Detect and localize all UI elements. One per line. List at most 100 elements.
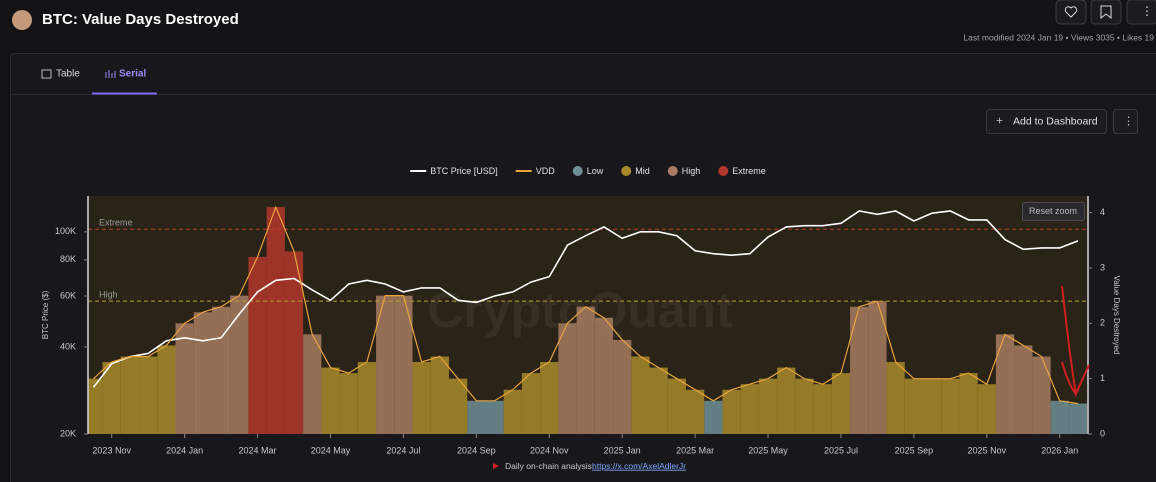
add-dashboard-label: Add to Dashboard: [1013, 115, 1098, 127]
options-icon: ⋮: [1123, 115, 1134, 127]
like-button[interactable]: [1055, 0, 1087, 25]
threshold-label: Extreme: [99, 218, 133, 228]
zone-area: [102, 362, 121, 434]
zone-area: [157, 345, 176, 434]
serial-icon: [105, 70, 116, 78]
x-tick-label: 2024 Mar: [239, 445, 277, 455]
bookmark-button[interactable]: [1090, 0, 1122, 25]
zone-area: [685, 389, 705, 434]
y2-tick-label: 2: [1100, 318, 1105, 328]
zone-area: [959, 373, 978, 434]
table-icon: [41, 69, 52, 79]
legend-label: VDD: [536, 166, 556, 176]
zone-area: [448, 378, 468, 434]
footer-text: Daily on-chain analysis:: [505, 461, 594, 471]
zone-area: [266, 207, 285, 434]
zone-area: [503, 389, 522, 434]
y2-axis-title: Value Days Destroyed: [1112, 276, 1121, 355]
legend-label: Extreme: [732, 166, 766, 176]
zone-area: [175, 323, 194, 434]
x-tick-label: 2025 Jan: [604, 445, 641, 455]
zone-area: [540, 362, 559, 434]
vdd-line: [93, 205, 1079, 405]
avatar[interactable]: [12, 10, 32, 30]
legend-marker: [621, 166, 632, 176]
zone-area: [430, 356, 449, 434]
zone-area: [303, 334, 322, 434]
x-tick-label: 2025 Nov: [968, 445, 1007, 455]
zone-area: [376, 295, 395, 434]
x-tick-label: 2024 Nov: [530, 445, 569, 455]
zone-area: [777, 367, 796, 434]
y-tick-label: 20K: [60, 428, 76, 438]
zone-area: [120, 356, 140, 434]
zone-area: [1014, 345, 1033, 434]
x-tick-label: 2025 May: [748, 445, 788, 455]
zone-area: [211, 306, 231, 434]
legend-label: Low: [587, 166, 604, 176]
y2-tick-label: 4: [1100, 207, 1105, 217]
zone-area: [886, 362, 905, 434]
zone-area: [850, 306, 869, 434]
more-icon: ⋮: [1141, 4, 1153, 18]
legend-label: Mid: [635, 166, 650, 176]
zone-area: [995, 334, 1015, 434]
x-tick-label: 2026 Jan: [1041, 445, 1078, 455]
zone-area: [357, 362, 377, 434]
zone-area: [1068, 403, 1088, 434]
bookmark-icon: [1100, 5, 1112, 20]
zone-area: [139, 356, 158, 434]
x-tick-label: 2025 Jul: [824, 445, 858, 455]
reset-zoom-label: Reset zoom: [1029, 206, 1077, 216]
x-tick-label: 2024 Jan: [166, 445, 203, 455]
y2-tick-label: 1: [1100, 373, 1105, 383]
tab-table[interactable]: Table: [56, 69, 80, 80]
zone-area: [321, 367, 340, 434]
legend-marker: [572, 166, 583, 176]
legend-label: High: [682, 166, 701, 176]
zone-area: [613, 339, 632, 434]
page-title: BTC: Value Days Destroyed: [42, 11, 239, 28]
add-dashboard-button[interactable]: [986, 109, 1107, 134]
plus-icon: +: [996, 114, 1003, 128]
options-button[interactable]: [1113, 109, 1138, 134]
y-tick-label: 40K: [60, 341, 76, 351]
zone-area: [758, 378, 778, 434]
zone-area: [795, 378, 814, 434]
zone-area: [339, 373, 358, 434]
y-axis-title: BTC Price ($): [41, 290, 50, 339]
threshold-label: High: [99, 290, 118, 300]
zone-area: [813, 384, 832, 434]
x-tick-label: 2024 May: [311, 445, 351, 455]
y-tick-label: 100K: [55, 226, 76, 236]
zone-area: [740, 384, 759, 434]
x-tick-label: 2024 Jul: [386, 445, 420, 455]
zone-area: [904, 378, 924, 434]
x-tick-label: 2024 Sep: [457, 445, 496, 455]
zone-area: [230, 295, 249, 434]
zone-area: [1032, 356, 1051, 434]
zone-area: [576, 306, 595, 434]
zone-area: [248, 256, 267, 434]
zone-area: [467, 400, 486, 434]
zone-area: [394, 295, 413, 434]
reset-zoom-button[interactable]: [1022, 202, 1085, 221]
footer-link[interactable]: https://x.com/AxelAdlerJr: [592, 461, 686, 471]
zone-area: [868, 301, 887, 434]
zone-area: [977, 384, 996, 434]
y2-tick-label: 3: [1100, 262, 1105, 272]
tab-serial[interactable]: Serial: [119, 69, 146, 80]
zone-area: [831, 373, 851, 434]
legend-marker: [667, 166, 678, 176]
zone-area: [1050, 400, 1069, 434]
zone-area: [521, 373, 541, 434]
legend-marker: [718, 166, 729, 176]
footer-flag: [493, 463, 499, 469]
annotation-arrow: [1061, 285, 1090, 398]
more-button[interactable]: [1126, 0, 1156, 25]
zone-area: [667, 378, 686, 434]
zone-area: [284, 251, 304, 434]
zone-area: [485, 400, 504, 434]
